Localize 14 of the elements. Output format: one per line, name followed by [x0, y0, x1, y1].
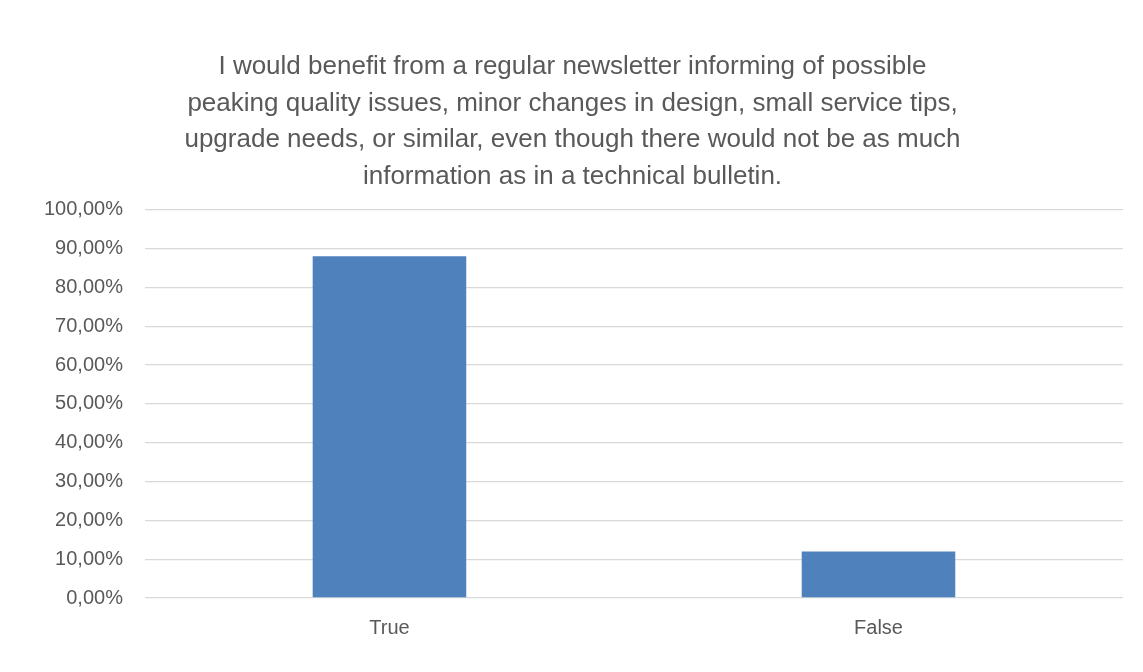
y-tick-label: 80,00% [55, 274, 124, 297]
y-tick-label: 0,00% [66, 585, 124, 608]
x-tick-label: False [854, 615, 903, 638]
y-tick-label: 60,00% [55, 352, 124, 375]
y-tick-label: 100,00% [43, 197, 124, 220]
y-tick-label: 10,00% [55, 546, 124, 569]
y-tick-label: 40,00% [55, 430, 124, 453]
y-tick-label: 70,00% [55, 313, 124, 336]
x-tick-label: True [369, 615, 410, 638]
y-tick-label: 90,00% [55, 236, 124, 259]
y-tick-label: 20,00% [55, 507, 124, 530]
y-tick-label: 30,00% [55, 469, 124, 492]
y-tick-label: 50,00% [55, 391, 124, 414]
chart-title: I would benefit from a regular newsletter informing of possible peaking quality issues, minor changes in design, small service tips, upgrade needs, or similar, even though there would not be as much information as in a technical bulletin. [184, 49, 961, 191]
